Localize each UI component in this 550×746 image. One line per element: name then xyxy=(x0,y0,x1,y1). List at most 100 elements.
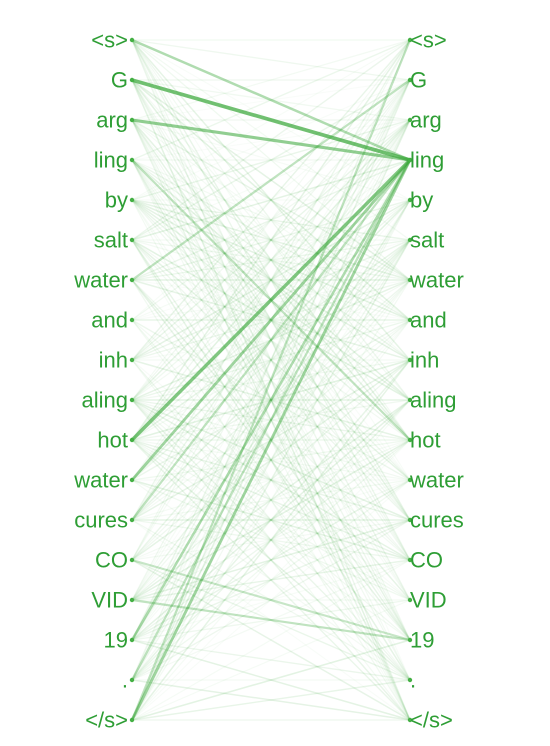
attention-edge-11-2 xyxy=(131,119,411,481)
target-token[interactable]: <s> xyxy=(410,28,447,53)
attention-edge-12-11 xyxy=(131,479,411,521)
attention-edge-17-2 xyxy=(131,119,411,721)
attention-edge-15-4 xyxy=(131,199,411,641)
attention-edge-5-10 xyxy=(131,239,411,441)
source-marker-11 xyxy=(129,477,135,483)
target-marker-1 xyxy=(407,77,413,83)
source-token[interactable]: by xyxy=(105,188,128,213)
attention-edge-10-5 xyxy=(131,239,411,441)
attention-edge-11-14 xyxy=(131,479,411,601)
source-token[interactable]: hot xyxy=(97,428,128,453)
source-token[interactable]: . xyxy=(122,668,128,693)
source-token[interactable]: arg xyxy=(96,108,128,133)
attention-edge-7-16 xyxy=(131,319,411,681)
attention-edge-14-1 xyxy=(131,79,411,601)
target-token[interactable]: and xyxy=(410,308,447,333)
target-token[interactable]: water xyxy=(409,468,464,493)
attention-edge-14-9 xyxy=(131,399,411,601)
attention-edge-13-10 xyxy=(131,439,411,561)
attention-edge-14-12 xyxy=(131,519,411,601)
attention-edge-4-10 xyxy=(131,199,411,441)
target-marker-6 xyxy=(407,277,413,283)
attention-edge-1-9 xyxy=(131,79,411,401)
attention-edge-0-10 xyxy=(131,39,411,441)
source-marker-0 xyxy=(129,37,135,43)
attention-edge-0-15 xyxy=(131,39,411,641)
source-token[interactable]: water xyxy=(73,468,128,493)
attention-edge-16-8 xyxy=(131,359,411,681)
attention-edge-0-9 xyxy=(131,39,411,401)
target-marker-12 xyxy=(407,517,413,523)
attention-edge-15-11 xyxy=(131,479,411,641)
attention-edge-12-6 xyxy=(131,279,411,521)
attention-edge-6-13 xyxy=(131,279,411,561)
source-token[interactable]: G xyxy=(111,68,128,93)
target-token[interactable]: ling xyxy=(410,148,444,173)
target-token[interactable]: G xyxy=(410,68,427,93)
attention-edge-2-10 xyxy=(131,119,411,441)
source-token[interactable]: aling xyxy=(82,388,128,413)
target-token[interactable]: water xyxy=(409,268,464,293)
target-token[interactable]: inh xyxy=(410,348,439,373)
source-token[interactable]: CO xyxy=(95,548,128,573)
target-marker-11 xyxy=(407,477,413,483)
attention-edge-10-13 xyxy=(131,439,411,561)
attention-edge-10-17 xyxy=(131,439,411,721)
attention-edge-5-9 xyxy=(131,239,411,401)
attention-edge-16-12 xyxy=(131,519,411,681)
target-token[interactable]: CO xyxy=(410,548,443,573)
attention-edge-8-17 xyxy=(131,359,411,721)
target-marker-0 xyxy=(407,37,413,43)
attention-edge-10-12 xyxy=(131,439,411,521)
source-marker-10 xyxy=(129,437,135,443)
source-token[interactable]: 19 xyxy=(104,628,128,653)
attention-edge-4-8 xyxy=(131,199,411,361)
source-token[interactable]: </s> xyxy=(85,708,128,733)
source-marker-13 xyxy=(129,557,135,563)
attention-edge-15-16 xyxy=(131,639,411,681)
attention-edge-9-13 xyxy=(131,399,411,561)
target-token[interactable]: 19 xyxy=(410,628,434,653)
source-token[interactable]: salt xyxy=(94,228,128,253)
target-token[interactable]: salt xyxy=(410,228,444,253)
source-token[interactable]: ling xyxy=(94,148,128,173)
target-token[interactable]: </s> xyxy=(410,708,453,733)
attention-edge-10-9 xyxy=(131,399,411,441)
target-token[interactable]: aling xyxy=(410,388,456,413)
target-token[interactable]: hot xyxy=(410,428,441,453)
attention-edge-17-9 xyxy=(131,399,411,721)
attention-edge-16-7 xyxy=(131,319,411,681)
attention-edge-13-7 xyxy=(131,319,411,561)
attention-edge-14-13 xyxy=(131,559,411,601)
attention-edge-3-15 xyxy=(131,159,411,641)
target-token[interactable]: VID xyxy=(410,588,447,613)
attention-edge-9-7 xyxy=(131,319,411,401)
attention-edge-3-6 xyxy=(131,159,411,281)
source-token[interactable]: water xyxy=(73,268,128,293)
attention-edge-14-8 xyxy=(131,359,411,601)
attention-edge-9-11 xyxy=(131,399,411,481)
source-token[interactable]: cures xyxy=(74,508,128,533)
attention-edge-6-15 xyxy=(131,279,411,641)
attention-edge-8-2 xyxy=(131,119,411,361)
target-token[interactable]: cures xyxy=(410,508,464,533)
attention-edge-11-3 xyxy=(130,158,412,482)
source-token[interactable]: <s> xyxy=(91,28,128,53)
attention-edge-16-10 xyxy=(131,439,411,681)
target-marker-17 xyxy=(407,717,413,723)
source-token[interactable]: inh xyxy=(99,348,128,373)
attention-edge-3-14 xyxy=(131,159,411,601)
attention-edge-2-7 xyxy=(131,119,411,321)
attention-edge-17-3 xyxy=(130,158,412,722)
target-token[interactable]: . xyxy=(410,668,416,693)
source-token[interactable]: and xyxy=(91,308,128,333)
target-token[interactable]: arg xyxy=(410,108,442,133)
attention-edge-16-2 xyxy=(131,119,411,681)
attention-edge-4-5 xyxy=(131,199,411,241)
attention-edge-1-15 xyxy=(131,79,411,641)
attention-edge-14-3 xyxy=(131,159,411,601)
target-token[interactable]: by xyxy=(410,188,433,213)
attention-edge-3-8 xyxy=(131,159,411,361)
source-token[interactable]: VID xyxy=(91,588,128,613)
target-marker-14 xyxy=(407,597,413,603)
